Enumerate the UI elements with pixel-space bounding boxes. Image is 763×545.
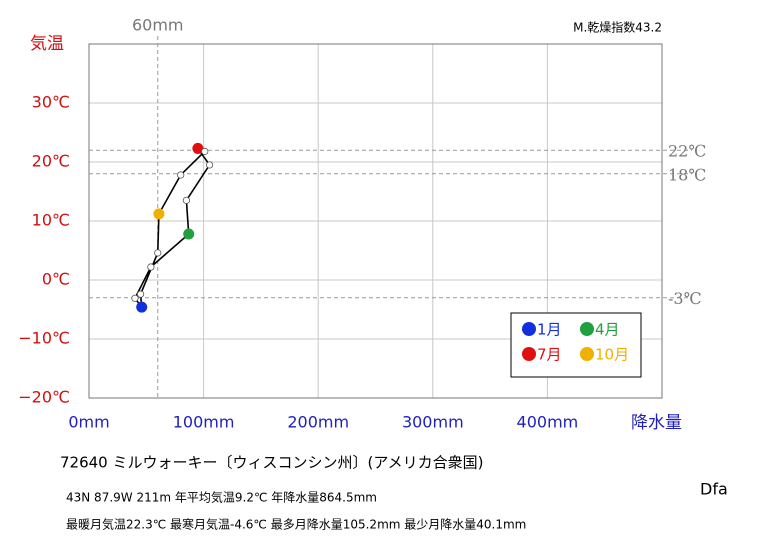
- legend-label: 10月: [595, 346, 629, 364]
- reference-label: 22℃: [668, 142, 706, 161]
- x-tick-label: 200mm: [287, 413, 349, 432]
- legend-swatch: [580, 322, 594, 336]
- month-point: [177, 171, 185, 179]
- legend-swatch: [522, 347, 536, 361]
- climate-class: Dfa: [700, 480, 728, 499]
- station: 72640 ミルウォーキー〔ウィスコンシン州〕(アメリカ合衆国): [60, 454, 483, 472]
- dryness-index: M.乾燥指数43.2: [573, 20, 662, 35]
- y-tick-label: 0℃: [42, 270, 70, 289]
- legend-label: 7月: [537, 346, 562, 364]
- plot-frame: [88, 43, 663, 399]
- legend-label: 1月: [537, 321, 562, 339]
- month-point: [147, 263, 155, 271]
- x-tick-label: 300mm: [402, 413, 464, 432]
- month-point: [131, 294, 139, 302]
- y-tick-label: 10℃: [32, 211, 70, 230]
- x-tick-label: 0mm: [68, 413, 109, 432]
- month-point: [153, 208, 165, 220]
- x-tick-label: 400mm: [517, 413, 579, 432]
- legend-label: 4月: [595, 321, 620, 339]
- month-point: [154, 249, 162, 257]
- month-point: [183, 228, 195, 240]
- info: 最暖月気温22.3℃ 最寒月気温-4.6℃ 最多月降水量105.2mm 最少月降…: [66, 517, 526, 532]
- month-point: [205, 161, 214, 169]
- x-axis-label: 降水量: [631, 413, 682, 433]
- reference-label: 60mm: [132, 16, 184, 35]
- legend-swatch: [522, 322, 536, 336]
- y-tick-label: 20℃: [32, 152, 70, 171]
- month-point: [136, 290, 145, 298]
- month-point: [136, 301, 148, 313]
- month-point: [201, 147, 209, 155]
- y-tick-label: 30℃: [32, 93, 70, 112]
- month-point: [182, 196, 191, 204]
- legend-swatch: [580, 347, 594, 361]
- info: 43N 87.9W 211m 年平均気温9.2℃ 年降水量864.5mm: [66, 490, 377, 505]
- reference-label: 18℃: [668, 165, 706, 184]
- y-axis-label: 気温: [30, 34, 64, 54]
- month-point: [192, 142, 204, 154]
- reference-label: -3℃: [668, 289, 701, 308]
- y-tick-label: −20℃: [18, 388, 70, 407]
- climate-line: [134, 146, 211, 308]
- x-tick-label: 100mm: [173, 413, 235, 432]
- y-tick-label: −10℃: [18, 329, 70, 348]
